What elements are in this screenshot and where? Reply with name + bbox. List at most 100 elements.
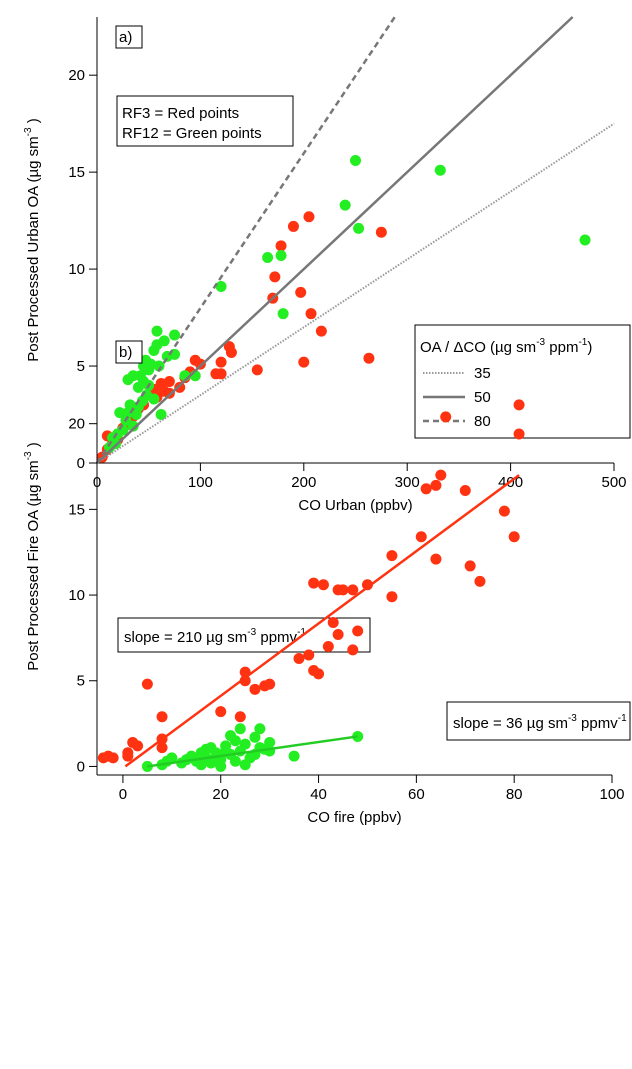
point [110, 438, 122, 450]
point [215, 368, 227, 380]
point [420, 483, 432, 495]
annotation-sup: -1 [618, 713, 627, 724]
point [264, 745, 276, 757]
point [308, 577, 320, 589]
x-tick-label: 300 [395, 474, 420, 491]
point [322, 640, 334, 652]
point [579, 234, 591, 246]
annotation: RF3 = Red points [122, 105, 239, 122]
point [166, 752, 178, 764]
point [317, 579, 329, 591]
point [254, 723, 266, 735]
legend-title-part: ) [587, 339, 592, 356]
line [95, 16, 396, 464]
point [375, 226, 387, 238]
y-tick-label: 20 [68, 416, 85, 433]
annotation-sup: -1 [297, 627, 306, 638]
point [327, 616, 339, 628]
point [269, 271, 281, 283]
annotation-part: slope = 36 µg sm [453, 715, 568, 732]
point [295, 286, 307, 298]
point [277, 308, 289, 320]
point [353, 222, 365, 234]
legend-title: OA / ΔCO (µg sm-3 ppm-1) [420, 337, 592, 356]
line [147, 735, 358, 768]
point [347, 644, 359, 656]
legend-label: 35 [474, 365, 491, 382]
point [220, 740, 232, 752]
legend-box [414, 324, 631, 439]
y-axis-label-sup: -3 [23, 127, 34, 136]
point [415, 531, 427, 543]
point [239, 738, 251, 750]
y-axis-label-part: Post Processed Fire OA (µg sm [25, 460, 42, 670]
point [464, 560, 476, 572]
line [96, 16, 574, 464]
point [229, 755, 241, 767]
y-axis-label-part: ) [25, 442, 42, 451]
point [498, 505, 510, 517]
point [249, 683, 261, 695]
y-tick-label: 15 [68, 501, 85, 518]
x-tick-label: 100 [599, 786, 624, 803]
annotation-part: RF12 = Green points [122, 125, 262, 142]
point [156, 742, 168, 754]
point [275, 250, 287, 262]
point [169, 329, 181, 341]
point [234, 723, 246, 735]
point [163, 387, 175, 399]
y-tick-label: 5 [77, 673, 85, 690]
point [122, 747, 134, 759]
annotation-sup: -3 [568, 713, 577, 724]
annotation-part: ppmv [256, 629, 297, 646]
point [114, 407, 126, 419]
point [386, 550, 398, 562]
point [293, 652, 305, 664]
legend-label: 80 [474, 413, 491, 430]
y-tick-label: 15 [68, 164, 85, 181]
line [124, 474, 520, 768]
point [434, 164, 446, 176]
point [303, 649, 315, 661]
point [339, 199, 351, 211]
x-tick-label: 20 [212, 786, 229, 803]
point [156, 711, 168, 723]
point [127, 420, 139, 432]
y-tick-label: 10 [68, 587, 85, 604]
point [347, 584, 359, 596]
point [251, 364, 263, 376]
y-tick-label: 20 [68, 67, 85, 84]
point [474, 575, 486, 587]
point [435, 469, 447, 481]
legend-title-part: ppm [545, 339, 578, 356]
point [141, 678, 153, 690]
point [264, 678, 276, 690]
point [386, 591, 398, 603]
annotation-sup: -3 [247, 627, 256, 638]
point [430, 479, 442, 491]
legend-title-part: OA / ΔCO (µg sm [420, 339, 536, 356]
annotation-box [116, 95, 294, 147]
y-axis-label: Post Processed Urban OA (µg sm-3 ) [23, 118, 42, 361]
point [315, 325, 327, 337]
x-tick-label: 0 [119, 786, 127, 803]
point [158, 335, 170, 347]
point [337, 584, 349, 596]
point [287, 220, 299, 232]
x-tick-label: 80 [506, 786, 523, 803]
point [215, 706, 227, 718]
point [262, 251, 274, 263]
y-axis-label-sup: -3 [23, 451, 34, 460]
annotation-part: slope = 210 µg sm [124, 629, 247, 646]
point [145, 358, 157, 370]
point [174, 381, 186, 393]
annotation-part: RF3 = Red points [122, 105, 239, 122]
x-tick-label: 60 [408, 786, 425, 803]
point [275, 240, 287, 252]
x-tick-label: 500 [601, 474, 626, 491]
x-tick-label: 200 [291, 474, 316, 491]
point [508, 531, 520, 543]
point [249, 731, 261, 743]
y-tick-label: 10 [68, 261, 85, 278]
